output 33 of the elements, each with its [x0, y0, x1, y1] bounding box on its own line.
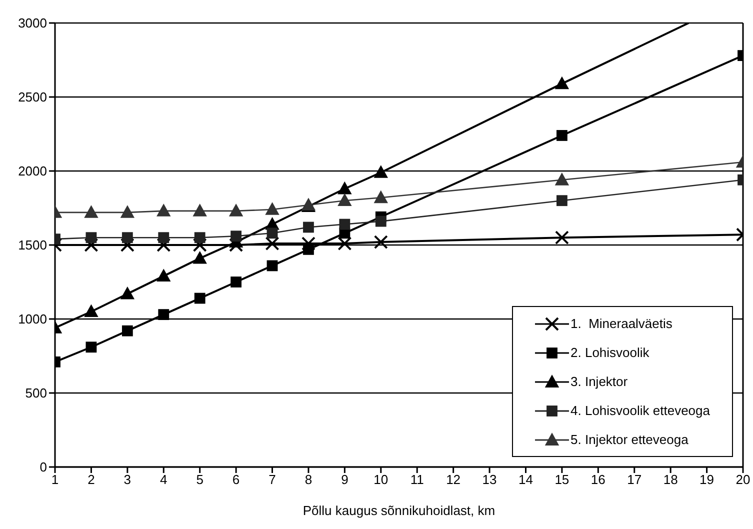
x-tick-label: 9	[341, 472, 348, 488]
x-tick-label: 2	[88, 472, 95, 488]
legend-label: 1. Mineraalväetis	[570, 316, 672, 331]
x-axis-title: Põllu kaugus sõnnikuhoidlast, km	[302, 503, 496, 518]
legend-label: 3. Injektor	[570, 374, 628, 389]
x-tick-label: 11	[410, 472, 424, 488]
y-tick-label: 3000	[18, 16, 47, 31]
y-tick-label: 1000	[18, 312, 47, 327]
x-tick-label: 4	[160, 472, 168, 488]
legend-label: 5. Injektor etteveoga	[570, 432, 688, 447]
x-tick-label: 14	[518, 472, 533, 488]
x-tick-label: 6	[232, 472, 240, 488]
x-tick-label: 3	[124, 472, 132, 488]
x-tick-label: 20	[736, 472, 750, 488]
legend-label: 2. Lohisvoolik	[570, 345, 650, 360]
y-tick-label: 0	[40, 460, 47, 475]
x-tick-label: 15	[554, 472, 570, 488]
x-tick-label: 12	[446, 472, 461, 488]
x-tick-label: 7	[268, 472, 276, 488]
y-tick-label: 500	[25, 386, 47, 401]
x-tick-label: 8	[304, 472, 312, 488]
x-tick-label: 5	[196, 472, 204, 488]
x-tick-label: 10	[374, 472, 388, 488]
x-tick-label: 18	[663, 472, 678, 488]
x-tick-label: 13	[482, 472, 497, 488]
legend-label: 4. Lohisvoolik etteveoga	[570, 403, 710, 418]
x-tick-label: 19	[700, 472, 714, 488]
x-tick-label: 16	[590, 472, 606, 488]
x-tick-label: 1	[51, 472, 59, 488]
x-tick-label: 17	[627, 472, 642, 488]
y-tick-label: 2000	[18, 164, 47, 179]
y-tick-label: 1500	[18, 238, 47, 253]
y-tick-label: 2500	[18, 90, 47, 105]
